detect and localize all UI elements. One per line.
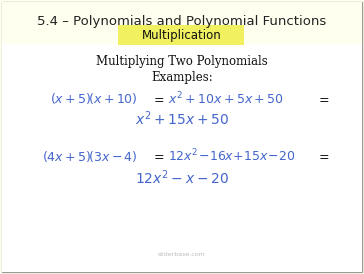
- FancyBboxPatch shape: [2, 2, 362, 44]
- FancyBboxPatch shape: [118, 25, 244, 45]
- FancyBboxPatch shape: [2, 44, 362, 272]
- Text: Multiplication: Multiplication: [142, 28, 222, 41]
- Text: $=$: $=$: [316, 150, 330, 162]
- Text: sliderbase.com: sliderbase.com: [158, 252, 206, 256]
- Text: $12x^2-x-20$: $12x^2-x-20$: [135, 169, 229, 187]
- Text: $\left(x+5\right)\!\left(x+10\right)$: $\left(x+5\right)\!\left(x+10\right)$: [50, 92, 138, 107]
- Text: Examples:: Examples:: [151, 70, 213, 84]
- Text: $12x^2\!-\!16x\!+\!15x\!-\!20$: $12x^2\!-\!16x\!+\!15x\!-\!20$: [168, 148, 295, 164]
- Text: $x^2+10x+5x+50$: $x^2+10x+5x+50$: [168, 91, 284, 107]
- Text: 5.4 – Polynomials and Polynomial Functions: 5.4 – Polynomials and Polynomial Functio…: [37, 16, 327, 28]
- Text: $\left(4x+5\right)\!\left(3x-4\right)$: $\left(4x+5\right)\!\left(3x-4\right)$: [42, 149, 138, 164]
- Text: $=$: $=$: [316, 93, 330, 105]
- Text: $=$: $=$: [151, 150, 165, 162]
- Text: $=$: $=$: [151, 93, 165, 105]
- Text: Multiplying Two Polynomials: Multiplying Two Polynomials: [96, 56, 268, 68]
- FancyBboxPatch shape: [2, 2, 362, 272]
- Text: $x^2+15x+50$: $x^2+15x+50$: [135, 110, 229, 128]
